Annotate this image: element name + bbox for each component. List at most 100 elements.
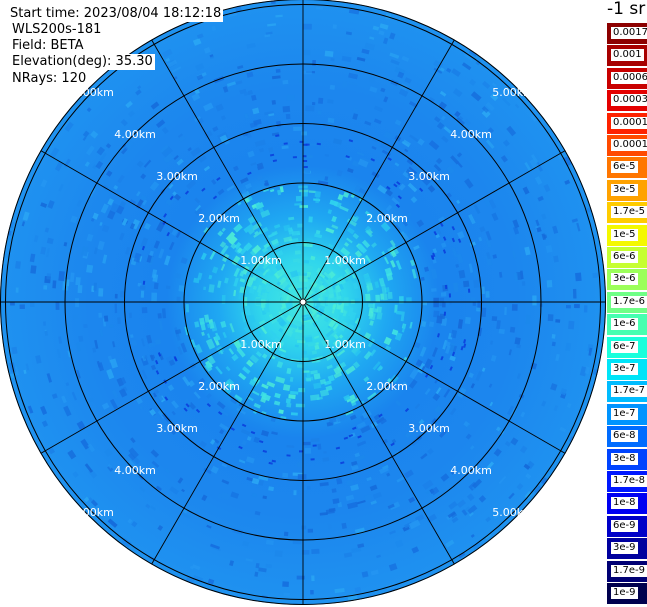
scan-texture-cell [481,307,487,318]
scan-texture-cell [373,118,382,125]
scan-texture-cell [183,407,188,412]
scan-texture-cell [520,270,524,280]
scan-texture-cell [140,173,147,180]
colorbar-tick-label: 6e-8 [611,430,638,443]
scan-texture-cell [361,409,372,419]
scan-texture-cell [225,366,231,372]
scan-texture-cell [327,523,332,530]
scan-texture-cell [357,543,365,549]
scan-texture-cell [216,401,226,410]
scan-texture [1,0,600,605]
scan-texture-cell [63,241,68,247]
scan-texture-cell [386,272,394,281]
scan-texture-cell [443,126,452,134]
scan-texture-cell [380,221,391,232]
scan-texture-cell [253,402,261,409]
scan-texture-cell [323,271,332,279]
scan-texture-cell [121,538,132,548]
scan-texture-cell [457,499,466,508]
scan-texture-cell [313,382,322,389]
scan-texture-cell [191,92,201,102]
colorbar-tick-label: 1.7e-7 [611,385,647,398]
scan-texture-cell [258,475,269,482]
scan-texture-cell [583,305,588,313]
scan-texture-cell [461,62,472,71]
scan-texture-cell [236,200,242,206]
scan-texture-cell [404,431,413,439]
scan-texture-cell [311,575,315,582]
colorbar-tick-label: 3e-8 [611,452,638,465]
scan-texture-cell [72,314,79,320]
scan-texture-cell [194,321,200,328]
scan-texture-cell [226,184,235,192]
scan-texture-cell [411,546,420,554]
colorbar-tick-label: 0.0017 [611,27,647,39]
scan-texture-cell [298,450,304,453]
scan-texture-cell [428,321,435,328]
scan-texture-cell [262,269,269,276]
scan-texture-cell [535,219,540,226]
scan-texture-cell [284,326,294,334]
range-label: 3.00km [156,422,198,435]
scan-texture-cell [314,344,320,351]
scan-texture-cell [369,320,374,326]
scan-texture-cell [337,501,343,508]
scan-texture-cell [402,381,408,387]
scan-texture-cell [261,393,271,402]
scan-texture-cell [547,314,554,322]
scan-texture-cell [162,152,174,164]
scan-texture-cell [387,503,395,510]
scan-texture-cell [451,516,459,524]
scan-texture-cell [245,558,253,562]
scan-texture-cell [312,444,317,447]
scan-texture-cell [393,183,398,188]
scan-texture-cell [44,227,50,233]
scan-texture-cell [286,402,292,408]
scan-texture-cell [174,273,182,279]
scan-texture-cell [560,388,567,396]
scan-texture-cell [294,344,299,348]
scan-texture-cell [318,285,327,294]
scan-texture-cell [433,67,443,74]
scan-texture-cell [394,304,398,313]
scan-texture-cell [369,484,378,491]
scan-texture-cell [500,155,508,163]
scan-texture-cell [116,377,124,387]
scan-texture-cell [332,138,343,145]
scan-texture-cell [285,398,291,404]
scan-texture-cell [94,339,99,349]
scan-texture-cell [377,184,388,195]
scan-texture-cell [220,115,226,121]
scan-texture-cell [138,167,147,175]
scan-texture-cell [49,147,60,159]
scan-texture-cell [481,367,486,372]
scan-texture-cell [390,259,396,268]
colorbar-swatch: 1e-6 [607,314,647,336]
scan-texture-cell [380,418,387,425]
scan-texture-cell [551,334,556,339]
scan-texture-cell [130,334,134,339]
scan-texture-cell [214,335,221,342]
scan-texture-cell [242,540,250,547]
scan-texture-cell [468,372,474,379]
scan-texture-cell [201,187,206,192]
scan-texture-cell [492,254,497,259]
scan-texture-cell [495,426,501,432]
scan-texture-cell [458,269,466,279]
scan-texture-cell [323,313,332,323]
scan-texture-cell [199,317,205,325]
scan-texture-cell [398,183,406,191]
scan-texture-cell [142,280,146,285]
scan-texture-cell [154,389,160,395]
scan-texture-cell [97,362,105,372]
scan-texture-cell [340,302,345,313]
scan-texture-cell [404,469,414,479]
scan-texture-cell [275,134,280,137]
scan-texture-cell [271,75,281,80]
scan-texture-cell [498,328,505,335]
scan-texture-cell [25,363,30,371]
scan-texture-cell [254,139,266,147]
colorbar-swatch: 3e-7 [607,359,647,380]
scan-texture-cell [337,194,344,201]
scan-texture-cell [512,226,520,235]
